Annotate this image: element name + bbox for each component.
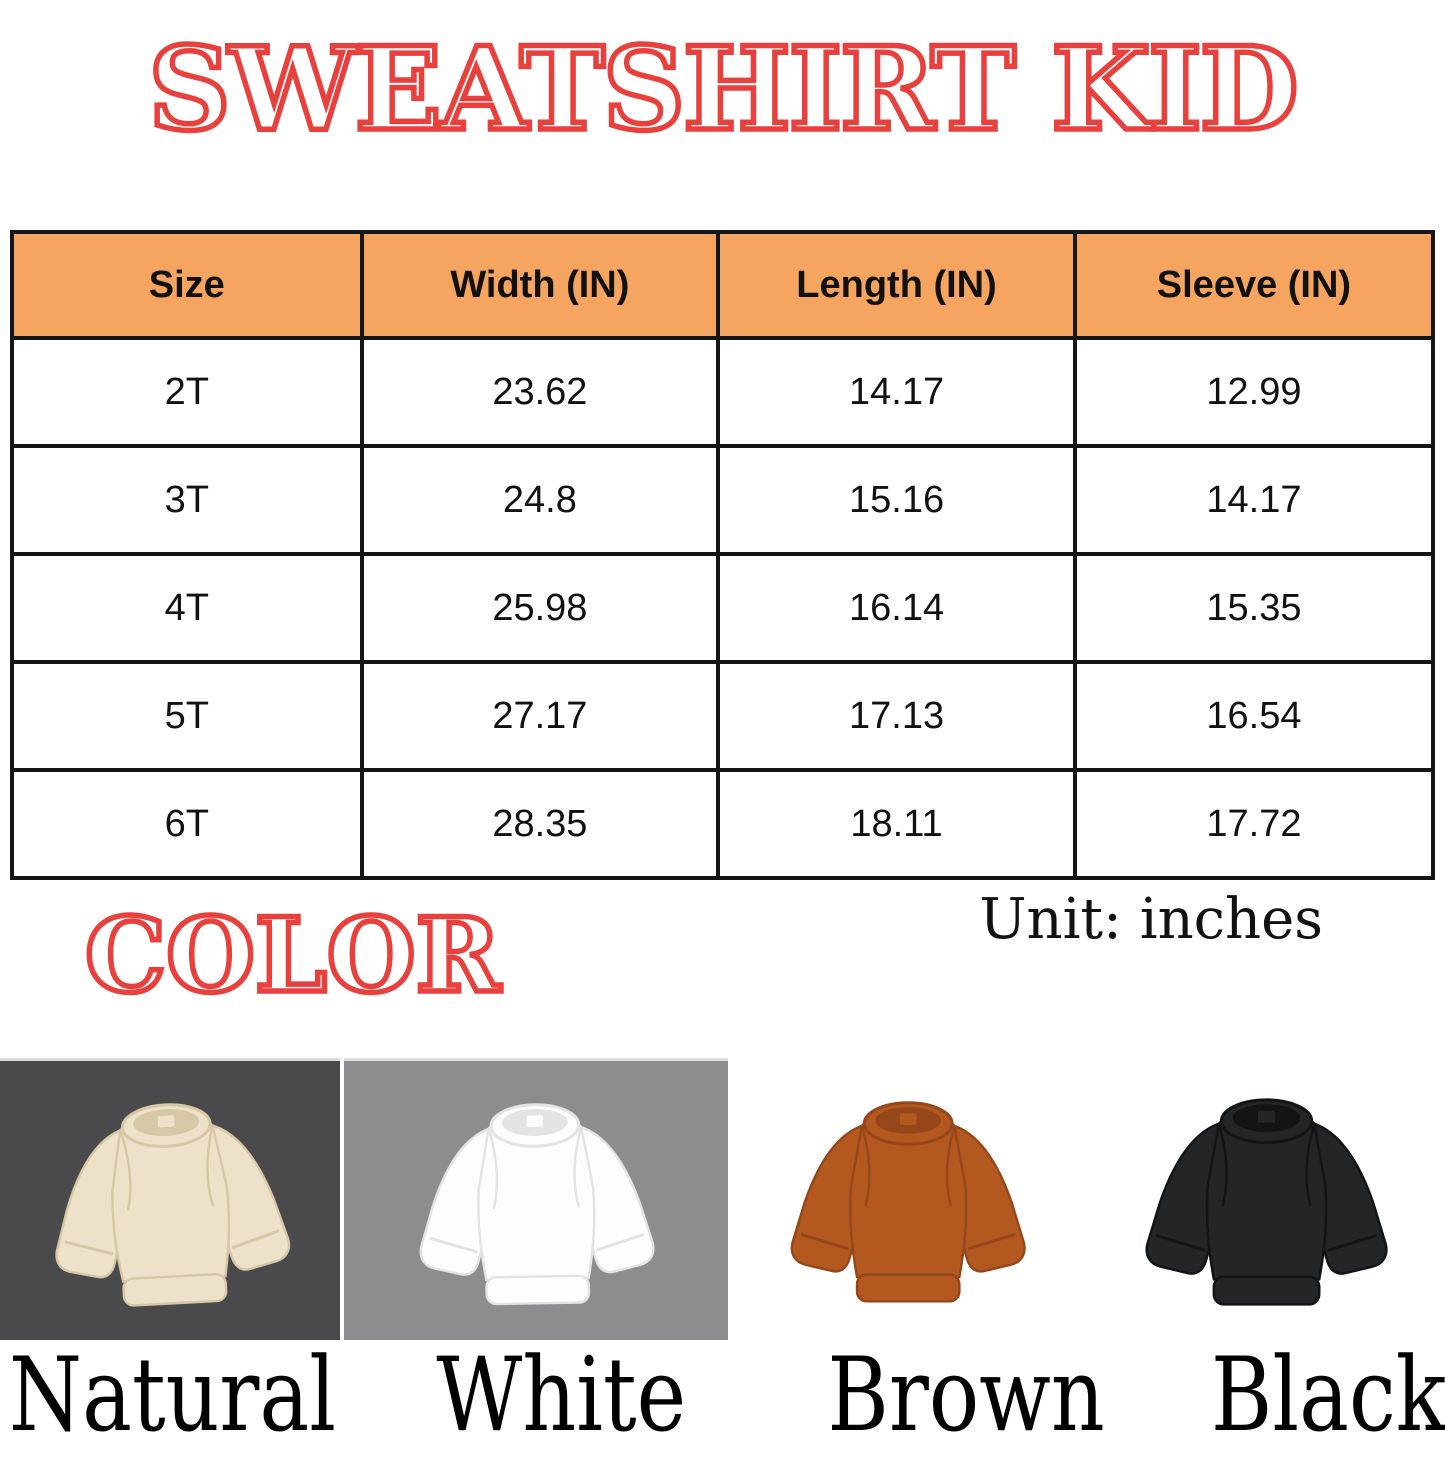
size-cell: 3T (10, 444, 364, 557)
column-header-sleeve: Sleeve (IN) (1072, 230, 1436, 341)
measurement-cell: 17.13 (716, 660, 1077, 773)
page-title: SWEATSHIRT KID (146, 22, 1302, 156)
table-row: 5T 27.17 17.13 16.54 (10, 660, 1436, 773)
table-row: 3T 24.8 15.16 14.17 (10, 444, 1436, 557)
swatch-label-brown: Brown (827, 1336, 1105, 1456)
sweatshirt-illustration (791, 1103, 1025, 1302)
size-cell: 5T (10, 660, 364, 773)
column-header-width: Width (IN) (359, 230, 721, 341)
size-chart-table: Size Width (IN) Length (IN) Sleeve (IN) … (10, 230, 1436, 881)
measurement-cell: 27.17 (359, 660, 721, 773)
table-header-row: Size Width (IN) Length (IN) Sleeve (IN) (10, 230, 1436, 341)
size-cell: 2T (10, 336, 364, 449)
swatch-photo-natural (0, 1058, 340, 1341)
table-row: 6T 28.35 18.11 17.72 (10, 768, 1436, 881)
swatch-label-white: White (436, 1336, 686, 1456)
measurement-cell: 18.11 (716, 768, 1077, 881)
measurement-cell: 14.17 (716, 336, 1077, 449)
sweatshirt-illustration (417, 1102, 655, 1306)
size-cell: 4T (10, 552, 364, 665)
measurement-cell: 16.54 (1072, 660, 1436, 773)
table-row: 2T 23.62 14.17 12.99 (10, 336, 1436, 449)
sweatshirt-illustration (48, 1098, 292, 1310)
column-header-length: Length (IN) (716, 230, 1077, 341)
swatch-photo-brown (728, 1058, 1088, 1341)
swatch-photo-black (1088, 1058, 1445, 1341)
column-header-size: Size (10, 230, 364, 341)
measurement-cell: 12.99 (1072, 336, 1436, 449)
color-labels-row: Natural White Brown Black (0, 1342, 1445, 1449)
table-row: 4T 25.98 16.14 15.35 (10, 552, 1436, 665)
measurement-cell: 16.14 (716, 552, 1077, 665)
sweatshirt-illustration (1146, 1100, 1387, 1305)
measurement-cell: 28.35 (359, 768, 721, 881)
unit-note: Unit: inches (979, 887, 1323, 953)
measurement-cell: 17.72 (1072, 768, 1436, 881)
swatch-label-black: Black (1210, 1336, 1445, 1456)
measurement-cell: 23.62 (359, 336, 721, 449)
measurement-cell: 25.98 (359, 552, 721, 665)
measurement-cell: 24.8 (359, 444, 721, 557)
measurement-cell: 14.17 (1072, 444, 1436, 557)
swatch-label-natural: Natural (8, 1336, 336, 1456)
color-section-heading: COLOR (82, 896, 503, 1017)
measurement-cell: 15.16 (716, 444, 1077, 557)
color-photo-strip (0, 1058, 1445, 1341)
measurement-cell: 15.35 (1072, 552, 1436, 665)
size-cell: 6T (10, 768, 364, 881)
swatch-photo-white (344, 1058, 728, 1341)
